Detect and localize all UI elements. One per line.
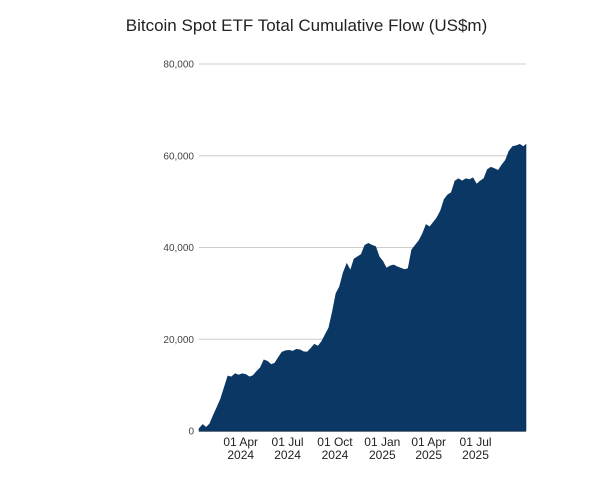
x-tick-label: 01 Apr 2025 (411, 435, 446, 462)
x-tick-label: 01 Apr 2024 (223, 435, 258, 462)
y-tick-label: 40,000 (163, 243, 194, 254)
x-tick-label: 01 Jan 2025 (364, 435, 400, 462)
y-tick-label: 0 (188, 427, 194, 438)
y-tick-label: 80,000 (163, 60, 194, 71)
y-tick-label: 20,000 (163, 335, 194, 346)
x-tick-label: 01 Oct 2024 (317, 435, 353, 462)
x-axis: 01 Apr 2024 01 Jul 2024 01 Oct 2024 01 Jan 2025… (223, 435, 491, 462)
y-tick-label: 60,000 (163, 151, 194, 162)
y-axis: 0 20,000 40,000 60,000 80,000 (163, 60, 194, 438)
x-tick-label: 01 Jul 2024 (272, 435, 304, 462)
plot-area (198, 143, 527, 432)
x-tick-label: 01 Jul 2025 (460, 435, 492, 462)
chart-title: Bitcoin Spot ETF Total Cumulative Flow (… (125, 16, 488, 35)
cumulative-flow-area (198, 143, 527, 432)
